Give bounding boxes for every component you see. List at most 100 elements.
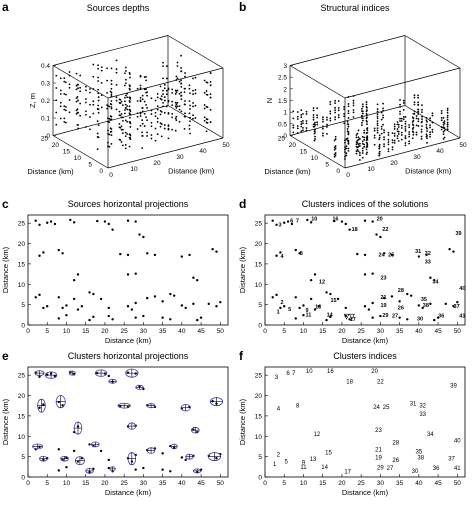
y-tick-label: 10 [18, 434, 26, 441]
source-point [180, 255, 184, 258]
cluster-solution-label: 21 [380, 295, 386, 301]
depth-point [124, 147, 127, 150]
depth-point [97, 80, 100, 82]
depth-point [380, 111, 383, 114]
z-tick-label: 0.1 [41, 116, 50, 123]
depth-point [429, 131, 431, 134]
depth-point [355, 134, 358, 136]
depth-point [176, 61, 179, 64]
depth-point [175, 103, 178, 106]
depth-point [412, 119, 415, 122]
cluster-index-label: 14 [321, 465, 328, 471]
depth-point [150, 113, 153, 115]
cluster-solution-label: 14 [327, 312, 334, 318]
depth-point [421, 118, 423, 121]
depth-point [163, 127, 166, 130]
depth-point [352, 109, 355, 111]
source-point [161, 300, 164, 303]
cluster-solution-label: 38 [423, 303, 429, 309]
source-point [325, 291, 328, 294]
depth-point [376, 113, 379, 116]
depth-point [361, 149, 364, 152]
depth-point [136, 87, 139, 90]
depth-point [358, 159, 361, 161]
depth-point [413, 96, 416, 99]
depth-point [326, 132, 328, 135]
x-tick-label: 45 [197, 480, 205, 487]
depth-point [429, 133, 431, 136]
source-point [119, 252, 122, 256]
depth-point [180, 91, 183, 94]
depth-point [292, 124, 295, 127]
depth-point [178, 120, 181, 123]
source-point [134, 468, 137, 471]
source-point [134, 301, 137, 305]
depth-point [408, 131, 411, 133]
source-point [126, 219, 130, 222]
x-tick-label: 10 [63, 480, 71, 487]
depth-point [345, 152, 348, 155]
depth-point [55, 87, 58, 89]
cluster-solution-label: 6 [290, 219, 293, 225]
source-point [192, 276, 195, 279]
depth-point [357, 136, 360, 139]
depth-point [139, 88, 142, 90]
x-tick-label: 15 [319, 480, 327, 487]
depth-point [183, 103, 186, 106]
depth-point [365, 103, 368, 106]
depth-point [305, 127, 308, 129]
depth-point [176, 65, 179, 67]
source-point [61, 252, 64, 255]
depth-point [347, 147, 350, 150]
depth-point [89, 91, 91, 94]
depth-point [76, 108, 79, 110]
panel-d: d Clusters indices of the solutions 0 5 10 1… [237, 195, 474, 347]
depth-point [366, 151, 368, 154]
y-tick-label: 15 [300, 149, 308, 156]
depth-point [305, 113, 308, 115]
cluster-solution-label: 32 [425, 251, 431, 257]
depth-point [162, 65, 164, 68]
depth-point [171, 112, 174, 115]
depth-point [346, 137, 349, 140]
depth-point [146, 119, 148, 122]
depth-point [124, 94, 127, 97]
depth-point [150, 121, 153, 124]
source-point [88, 318, 91, 322]
depth-point [300, 109, 303, 112]
source-point [38, 254, 41, 257]
depth-point [97, 108, 100, 111]
depth-point [292, 110, 295, 113]
depth-point [165, 93, 168, 96]
cluster-index-label: 15 [325, 451, 332, 457]
y-tick-label: 10 [255, 434, 263, 441]
depth-point [143, 76, 146, 78]
depth-point [343, 105, 346, 108]
depth-point [355, 143, 358, 146]
depth-point [347, 96, 350, 98]
depth-point [334, 135, 337, 138]
source-point [448, 248, 451, 251]
depth-point [156, 96, 159, 99]
y-axis-label: Distance (km) [1, 398, 10, 445]
depth-point [63, 92, 66, 95]
depth-point [387, 141, 390, 143]
depth-point [344, 141, 346, 144]
depth-point [141, 131, 144, 134]
cluster-index-label: 23 [375, 428, 382, 434]
panel-c: c Sources horizontal projections 0 5 10 15 20… [0, 195, 237, 347]
depth-point [154, 111, 157, 114]
depth-point [443, 129, 446, 132]
depth-point [404, 135, 407, 137]
depth-point [76, 95, 79, 98]
depth-point [206, 118, 209, 121]
depth-point [383, 129, 385, 132]
depth-point [141, 98, 144, 101]
depth-point [150, 134, 153, 136]
source-point [398, 316, 401, 319]
depth-point [85, 110, 87, 113]
depth-point [380, 128, 383, 130]
depth-point [417, 101, 419, 104]
depth-point [393, 132, 396, 135]
